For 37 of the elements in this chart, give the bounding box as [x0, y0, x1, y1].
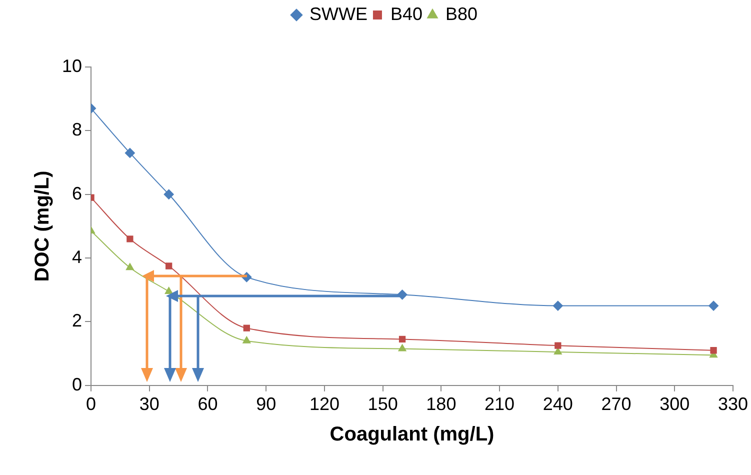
- x-tick-label: 210: [484, 394, 515, 414]
- x-tick-label: 150: [368, 394, 398, 414]
- x-tick-label: 0: [86, 394, 96, 414]
- y-tick-label: 10: [62, 56, 82, 76]
- x-tick-label: 60: [198, 394, 218, 414]
- point: [124, 148, 135, 158]
- legend-label: B80: [445, 4, 478, 24]
- y-tick-label: 6: [72, 183, 82, 204]
- point: [164, 189, 174, 200]
- y-axis-title: DOC (mg/L): [32, 170, 54, 282]
- x-tick-label: 270: [601, 394, 632, 414]
- point: [708, 300, 719, 311]
- x-tick-label: 120: [309, 394, 340, 414]
- y-tick-label: 4: [72, 247, 82, 268]
- y-tick-label: 8: [72, 120, 82, 140]
- x-tick-label: 30: [139, 394, 160, 414]
- y-tick-label: 2: [72, 310, 82, 331]
- x-tick-label: 180: [426, 394, 456, 414]
- point: [242, 336, 251, 344]
- x-tick-label: 300: [660, 394, 690, 414]
- point: [554, 342, 562, 349]
- y-tick-label: 0: [72, 374, 82, 394]
- x-tick-label: 240: [542, 394, 573, 414]
- point: [164, 286, 173, 294]
- legend-label: SWWE: [309, 4, 368, 24]
- x-tick-label: 90: [256, 394, 276, 414]
- x-axis-title: Coagulant (mg/L): [330, 424, 494, 446]
- point: [398, 336, 406, 343]
- x-tick-label: 330: [718, 394, 748, 414]
- point: [398, 344, 406, 352]
- point: [126, 236, 134, 242]
- point: [126, 263, 134, 270]
- point: [552, 300, 563, 311]
- legend-label: B40: [390, 4, 422, 24]
- point: [243, 324, 250, 332]
- point: [710, 347, 717, 354]
- point: [166, 262, 172, 270]
